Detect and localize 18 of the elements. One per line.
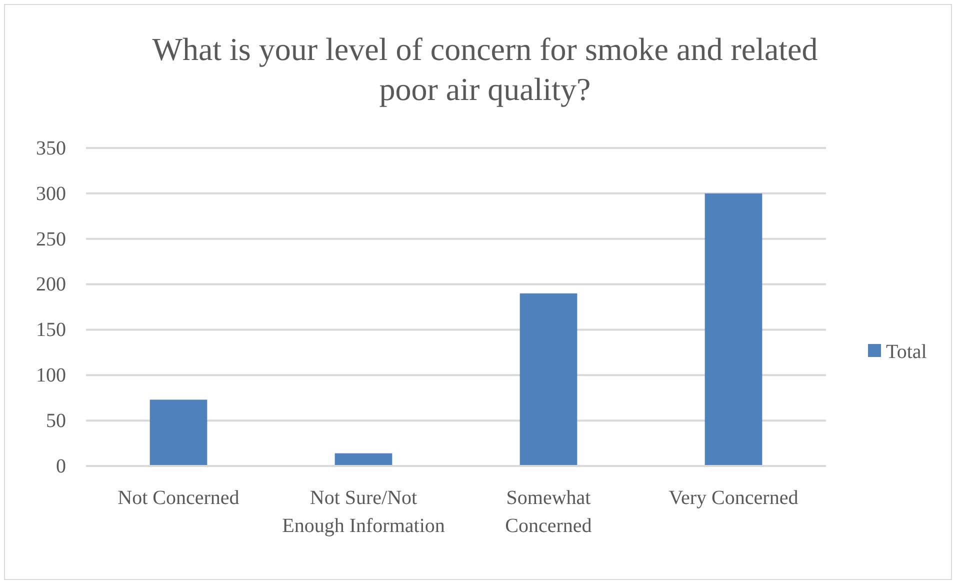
legend-label: Total	[886, 341, 928, 363]
chart-title: What is your level of concern for smoke and related poor air quality?	[152, 31, 818, 107]
y-tick-label: 350	[36, 137, 66, 160]
x-tick-label: Not Sure/Not Enough Information	[282, 487, 445, 537]
y-tick-label: 250	[36, 228, 66, 250]
y-tick-label: 0	[56, 455, 66, 478]
y-tick-label: 100	[36, 364, 66, 387]
y-tick-label: 150	[36, 319, 66, 342]
x-tick-label: Not Concerned	[118, 487, 240, 509]
bar	[704, 193, 762, 466]
bar	[334, 453, 392, 466]
bar	[520, 293, 578, 466]
x-tick-label: Somewhat Concerned	[505, 487, 592, 537]
x-tick-label: Very Concerned	[668, 487, 798, 509]
y-tick-label: 200	[36, 274, 66, 296]
bar	[150, 400, 208, 466]
y-tick-label: 300	[36, 182, 66, 205]
y-tick-label: 50	[46, 410, 66, 432]
